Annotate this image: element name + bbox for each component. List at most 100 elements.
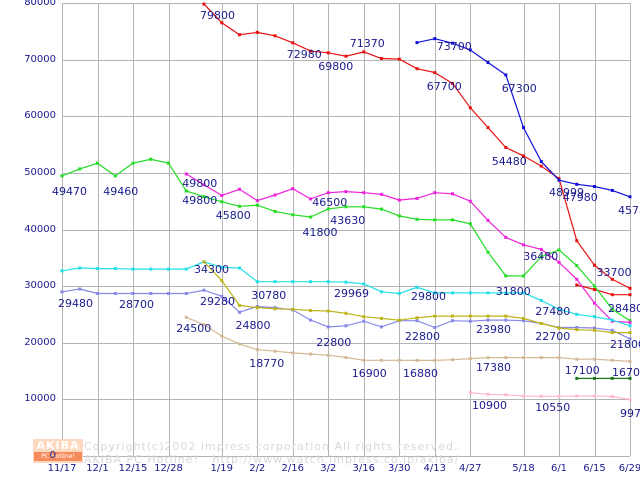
data-point-marker	[238, 310, 241, 314]
data-point-marker	[397, 198, 401, 202]
x-axis-tick-label: 12/15	[118, 463, 148, 474]
data-point-marker	[557, 248, 561, 252]
data-point-marker	[362, 315, 366, 319]
data-point-marker	[184, 292, 188, 295]
data-point-marker	[593, 288, 596, 291]
y-axis-tick-label: 40000	[24, 223, 56, 235]
data-point-marker	[593, 263, 596, 267]
data-point-marker	[202, 260, 206, 264]
data-point-marker	[291, 280, 295, 284]
data-point-marker	[433, 326, 437, 329]
data-point-marker	[291, 351, 295, 355]
data-point-marker	[451, 314, 454, 318]
data-point-value-label: 17380	[476, 360, 511, 374]
data-point-value-label: 49800	[182, 177, 218, 190]
data-point-marker	[539, 247, 543, 251]
data-point-marker	[238, 266, 241, 270]
data-point-marker	[326, 51, 330, 55]
data-point-marker	[522, 319, 525, 323]
data-point-marker	[149, 292, 153, 295]
data-point-value-label: 36480	[523, 250, 559, 264]
data-point-marker	[486, 291, 490, 295]
data-point-marker	[397, 57, 401, 61]
data-point-marker	[238, 342, 241, 346]
data-point-marker	[415, 316, 419, 320]
data-point-marker	[610, 188, 614, 192]
data-point-marker	[255, 306, 259, 310]
data-point-marker	[220, 194, 224, 197]
data-point-marker	[309, 280, 312, 284]
data-point-marker	[184, 189, 188, 193]
data-point-marker	[486, 126, 490, 130]
x-axis-tick-label: 1/19	[210, 463, 233, 474]
x-axis-tick-label: 12/28	[154, 463, 183, 474]
data-point-marker	[202, 323, 206, 327]
data-point-value-label: 45800	[215, 208, 251, 222]
data-point-marker	[255, 348, 259, 352]
data-point-marker	[309, 197, 312, 201]
data-point-marker	[78, 167, 82, 171]
data-point-marker	[362, 282, 366, 286]
data-point-marker	[593, 328, 596, 332]
data-point-value-label: 10900	[472, 399, 507, 413]
data-point-marker	[610, 293, 614, 297]
x-axis-tick-label: 12/1	[86, 463, 109, 474]
data-point-marker	[149, 157, 153, 161]
data-point-marker	[397, 318, 401, 322]
data-point-marker	[184, 172, 188, 176]
series-line-tan	[186, 316, 631, 362]
data-point-marker	[255, 199, 259, 203]
data-point-marker	[113, 267, 117, 271]
data-point-marker	[397, 292, 401, 295]
data-point-marker	[522, 291, 525, 295]
data-point-marker	[628, 324, 632, 328]
y-axis-tick-label: 10000	[24, 393, 56, 405]
data-point-marker	[575, 376, 579, 380]
x-axis-tick-label: 6/1	[550, 463, 568, 474]
data-point-marker	[628, 319, 632, 323]
y-axis-tick-label: 30000	[24, 280, 56, 292]
data-point-marker	[255, 280, 259, 284]
data-point-marker	[468, 199, 472, 203]
data-point-marker	[628, 286, 632, 290]
data-point-marker	[184, 315, 188, 319]
data-point-marker	[415, 217, 419, 221]
data-point-marker	[380, 325, 383, 329]
data-point-marker	[504, 393, 508, 397]
data-point-marker	[291, 213, 295, 217]
data-point-value-label: 29800	[411, 290, 446, 304]
data-point-marker	[238, 33, 241, 37]
data-point-marker	[202, 195, 206, 199]
data-point-marker	[202, 2, 206, 6]
data-point-marker	[628, 337, 632, 341]
x-axis-tick-label: 4/13	[423, 463, 446, 474]
data-point-value-label: 29480	[58, 296, 93, 310]
data-point-value-label: 43630	[330, 213, 366, 227]
data-point-value-label: 67300	[501, 81, 537, 95]
data-point-value-label: 22800	[405, 329, 440, 343]
data-point-marker	[96, 161, 99, 165]
data-point-marker	[309, 318, 312, 322]
data-point-marker	[220, 200, 224, 204]
data-point-marker	[326, 353, 330, 357]
data-point-marker	[220, 265, 224, 269]
data-point-marker	[149, 267, 153, 271]
data-point-marker	[326, 207, 330, 211]
site-url-line: AKIBA PC Hotline! http://www.watch.impre…	[84, 453, 460, 466]
data-point-marker	[238, 204, 241, 208]
data-point-marker	[220, 279, 224, 282]
series-line-magenta	[185, 173, 631, 323]
copyright-block: Copyright(c)2002 impress corporation All…	[84, 440, 459, 466]
data-point-value-label: 16880	[403, 367, 438, 381]
data-point-marker	[486, 318, 490, 322]
data-point-marker	[539, 160, 543, 164]
data-point-value-label: 16900	[351, 367, 387, 381]
data-point-marker	[451, 291, 454, 295]
data-point-value-label: 22800	[316, 335, 352, 349]
data-point-marker	[415, 358, 419, 362]
data-point-marker	[522, 356, 525, 360]
data-point-value-label: 28700	[119, 298, 154, 312]
data-point-marker	[131, 267, 135, 271]
data-point-marker	[522, 154, 525, 158]
